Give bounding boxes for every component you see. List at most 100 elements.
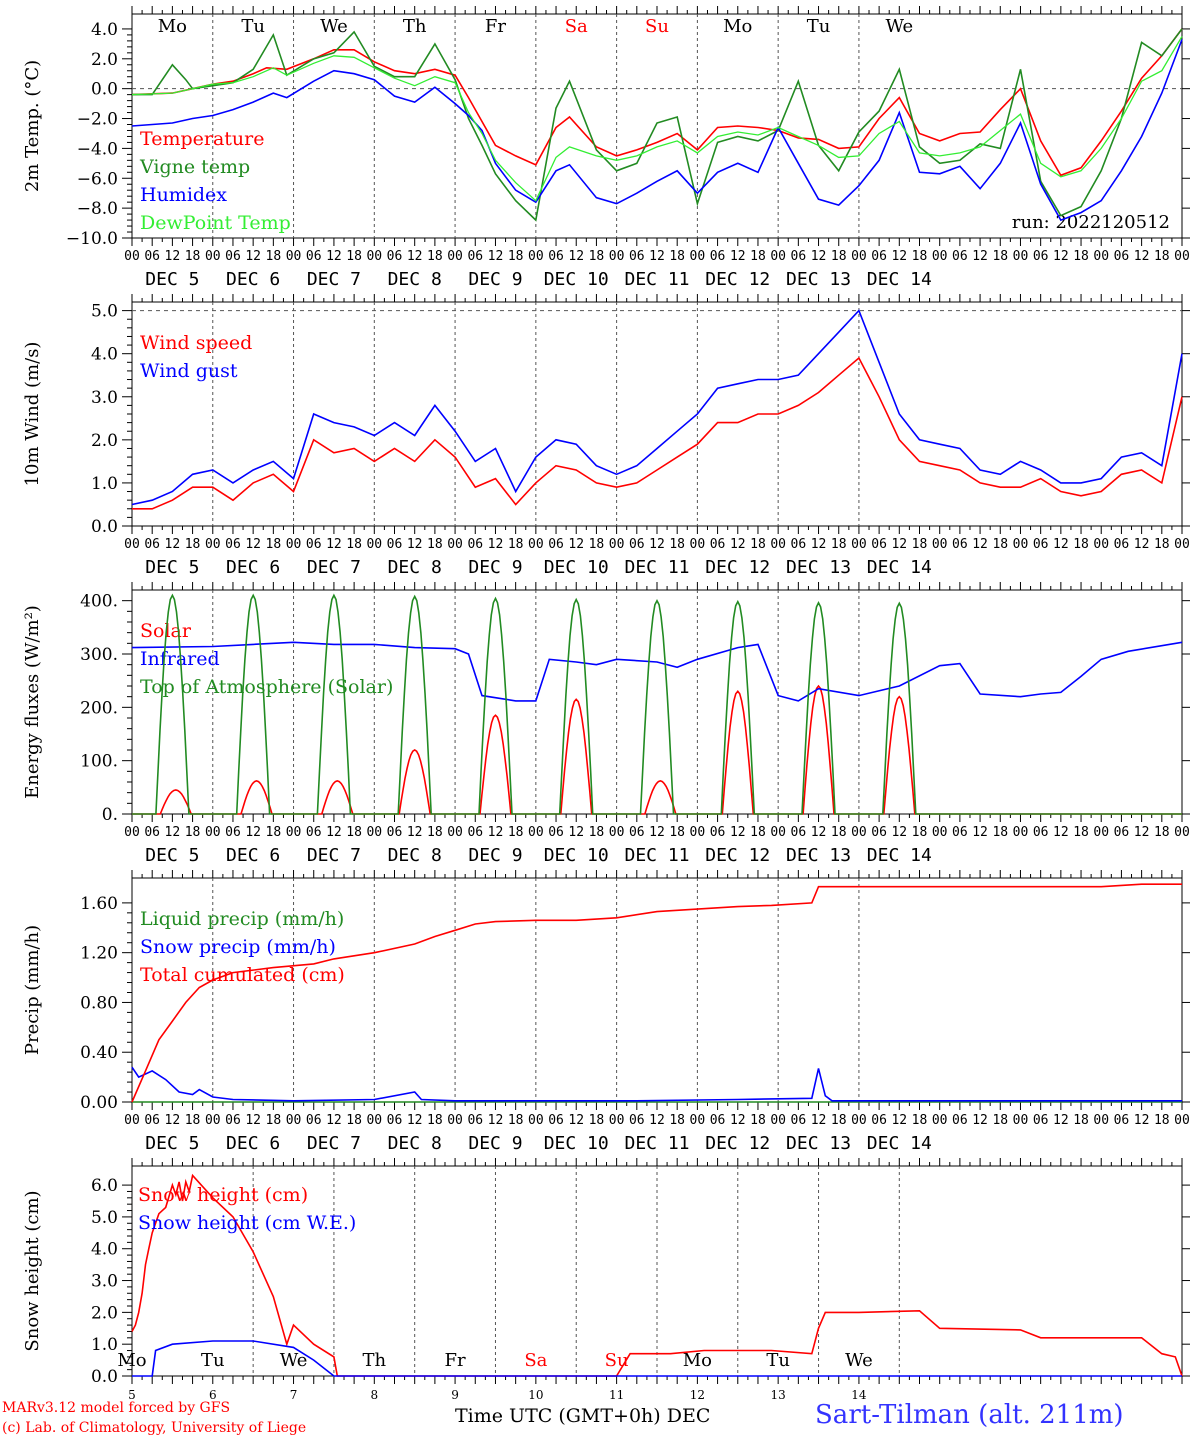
weekday-label: Sa xyxy=(565,16,588,37)
x-hour-label: 06 xyxy=(387,1113,403,1128)
x-hour-label: 18 xyxy=(750,825,766,840)
x-hour-label: 18 xyxy=(266,1113,282,1128)
x-hour-label: 00 xyxy=(1093,825,1109,840)
plot-frame xyxy=(131,13,1183,239)
x-hour-label: 00 xyxy=(1174,1113,1190,1128)
x-hour-label: 18 xyxy=(669,249,685,264)
x-hour-label: 18 xyxy=(508,825,524,840)
x-hour-label: 00 xyxy=(690,249,706,264)
x-day-label: DEC 6 xyxy=(226,269,280,290)
x-hour-label: 18 xyxy=(992,825,1008,840)
x-hour-label: 06 xyxy=(1033,1113,1049,1128)
x-hour-label: 12 xyxy=(730,249,746,264)
x-hour-label: 18 xyxy=(589,1113,605,1128)
x-hour-label: 12 xyxy=(326,249,342,264)
x-hour-label: 12 xyxy=(165,537,181,552)
x-hour-label: 18 xyxy=(992,537,1008,552)
x-hour-label: 18 xyxy=(185,537,201,552)
x-day-number: 13 xyxy=(771,1388,786,1402)
x-hour-label: 06 xyxy=(144,1113,160,1128)
x-hour-label: 00 xyxy=(205,1113,221,1128)
month-label: DEC xyxy=(666,1405,711,1427)
x-hour-label: 18 xyxy=(831,1113,847,1128)
x-hour-label: 06 xyxy=(306,1113,322,1128)
x-day-label: DEC 11 xyxy=(624,845,689,866)
x-hour-label: 06 xyxy=(225,1113,241,1128)
x-day-label: DEC 8 xyxy=(388,845,442,866)
x-hour-label: 18 xyxy=(589,537,605,552)
weekday-label: We xyxy=(280,1350,308,1371)
x-hour-label: 18 xyxy=(508,537,524,552)
x-hour-label: 00 xyxy=(366,825,382,840)
x-day-label: DEC 5 xyxy=(145,1133,199,1154)
time-axis-label: Time UTC (GMT+0h) DEC xyxy=(455,1405,710,1427)
series-line-wind-speed xyxy=(132,356,1183,510)
x-day-label: DEC 11 xyxy=(624,557,689,578)
x-hour-label: 06 xyxy=(225,249,241,264)
weekday-label: Th xyxy=(363,1350,387,1371)
y-tick-label: 300. xyxy=(80,645,118,665)
x-hour-label: 12 xyxy=(649,249,665,264)
series-line-temperature xyxy=(131,28,1183,177)
legend-snow-height-cm-w-e-: Snow height (cm W.E.) xyxy=(138,1212,356,1234)
y-tick-label: −6.0 xyxy=(77,169,118,189)
x-hour-label: 00 xyxy=(609,249,625,264)
x-hour-label: 06 xyxy=(629,1113,645,1128)
legend-dewpoint-temp: DewPoint Temp xyxy=(140,212,291,234)
x-hour-label: 18 xyxy=(912,825,928,840)
x-hour-label: 12 xyxy=(245,825,261,840)
x-day-label: DEC 7 xyxy=(307,1133,361,1154)
x-day-label: DEC 6 xyxy=(226,845,280,866)
y-tick-label: −4.0 xyxy=(77,139,118,159)
x-hour-label: 18 xyxy=(427,537,443,552)
x-hour-label: 06 xyxy=(467,1113,483,1128)
x-hour-label: 12 xyxy=(488,1113,504,1128)
y-tick-label: 5.0 xyxy=(91,1208,118,1228)
y-tick-label: −10.0 xyxy=(66,229,118,249)
x-hour-label: 06 xyxy=(1033,537,1049,552)
x-hour-label: 00 xyxy=(205,825,221,840)
x-hour-label: 06 xyxy=(387,825,403,840)
plot-frame xyxy=(131,301,1183,527)
y-tick-label: 2.0 xyxy=(91,1303,118,1323)
x-hour-label: 18 xyxy=(346,825,362,840)
x-hour-label: 00 xyxy=(1174,825,1190,840)
x-hour-label: 00 xyxy=(1093,537,1109,552)
x-hour-label: 06 xyxy=(791,249,807,264)
x-day-label: DEC 14 xyxy=(867,1133,932,1154)
x-hour-label: 18 xyxy=(589,249,605,264)
x-hour-label: 00 xyxy=(286,825,302,840)
x-day-label: DEC 11 xyxy=(624,1133,689,1154)
x-hour-label: 06 xyxy=(467,249,483,264)
x-hour-label: 18 xyxy=(992,249,1008,264)
y-axis-label: 10m Wind (m/s) xyxy=(22,342,43,487)
x-hour-label: 06 xyxy=(871,249,887,264)
x-hour-label: 00 xyxy=(447,537,463,552)
series-line-snow-height-cm- xyxy=(131,1173,1183,1377)
x-hour-label: 18 xyxy=(1073,249,1089,264)
y-tick-label: 0.40 xyxy=(80,1043,118,1063)
x-hour-label: 12 xyxy=(488,249,504,264)
x-hour-label: 18 xyxy=(427,249,443,264)
x-day-label: DEC 9 xyxy=(468,1133,522,1154)
x-hour-label: 06 xyxy=(952,825,968,840)
x-hour-label: 18 xyxy=(589,825,605,840)
x-day-label: DEC 12 xyxy=(705,1133,770,1154)
x-hour-label: 06 xyxy=(710,1113,726,1128)
x-hour-label: 12 xyxy=(1053,825,1069,840)
x-hour-label: 12 xyxy=(1134,249,1150,264)
x-day-label: DEC 13 xyxy=(786,845,851,866)
x-hour-label: 06 xyxy=(548,249,564,264)
x-hour-label: 18 xyxy=(831,537,847,552)
x-day-label: DEC 10 xyxy=(544,269,609,290)
x-hour-label: 12 xyxy=(1053,249,1069,264)
legend-snow-height-cm-: Snow height (cm) xyxy=(138,1184,308,1206)
x-hour-label: 18 xyxy=(266,249,282,264)
x-day-number: 8 xyxy=(370,1388,378,1402)
x-hour-label: 18 xyxy=(1154,537,1170,552)
weekday-label: We xyxy=(845,1350,873,1371)
credit-model: MARv3.12 model forced by GFS xyxy=(2,1400,231,1416)
plot-frame xyxy=(131,589,1183,815)
x-day-label: DEC 9 xyxy=(468,845,522,866)
x-hour-label: 18 xyxy=(427,1113,443,1128)
